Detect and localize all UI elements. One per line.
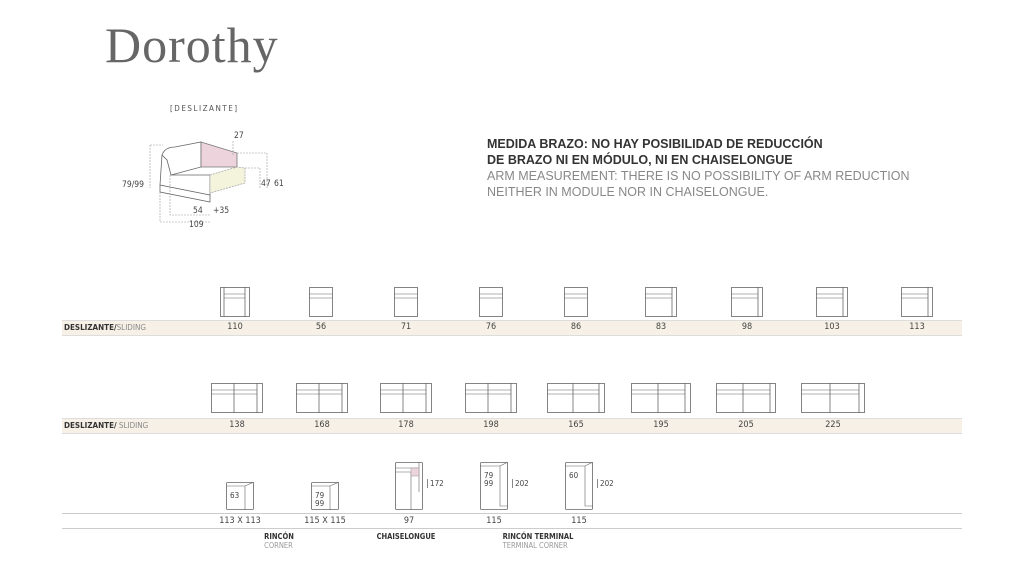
module-width: 103 (824, 322, 840, 332)
sofa-module-icon (631, 383, 691, 413)
module-icon (309, 287, 333, 317)
sofa-module-icon (801, 383, 865, 413)
module-icon (394, 287, 418, 317)
module-width: 98 (741, 322, 753, 332)
dim-arm-height: 61 (274, 179, 284, 189)
caption-terminal-corner: RINCÓN TERMINAL TERMINAL CORNER (502, 532, 574, 550)
module-icon (901, 287, 933, 317)
dim-slide: +35 (213, 206, 229, 216)
module-size: 97 (403, 516, 415, 526)
module-width: 56 (315, 322, 327, 332)
terminal-corner-icon: 60 (565, 462, 593, 510)
length-dim: 172 (427, 479, 444, 488)
row-label: DESLIZANTE/ SLIDING (64, 421, 149, 430)
module-icon (816, 287, 848, 317)
note-en-1: ARM MEASUREMENT: THERE IS NO POSSIBILITY… (487, 169, 910, 183)
caption-chaiselongue: CHAISELONGUE (376, 532, 436, 541)
module-size: 115 (571, 516, 587, 526)
module-size: 115 (486, 516, 502, 526)
module-width: 198 (483, 420, 499, 430)
module-diagram: 27 79/99 47 61 54 +35 109 (122, 131, 284, 230)
dim-seat: 47 (261, 179, 271, 189)
divider (62, 513, 962, 514)
note-es-2: DE BRAZO NI EN MÓDULO, NI EN CHAISELONGU… (487, 153, 793, 167)
inner-dim: 60 (569, 471, 579, 480)
module-width: 178 (398, 420, 414, 430)
inner-dim: 99 (484, 479, 494, 488)
module-label: [DESLIZANTE] (170, 104, 239, 113)
module-width: 83 (655, 322, 667, 332)
arm-note: MEDIDA BRAZO: NO HAY POSIBILIDAD DE REDU… (487, 136, 910, 200)
module-width: 113 (909, 322, 925, 332)
module-width: 195 (653, 420, 669, 430)
module-width: 71 (400, 322, 412, 332)
module-width: 168 (314, 420, 330, 430)
corner-icon: 63 (226, 482, 254, 510)
sofa-module-icon (716, 383, 776, 413)
sofa-module-icon (211, 383, 263, 413)
module-size: 115 X 115 (304, 516, 346, 526)
module-width: 86 (570, 322, 582, 332)
sofa-module-icon (465, 383, 517, 413)
dim-depth: 54 (193, 206, 203, 216)
module-width: 76 (485, 322, 497, 332)
inner-dim: 79 (484, 471, 494, 480)
inner-dim: 79 (315, 491, 325, 500)
note-en-2: NEITHER IN MODULE NOR IN CHAISELONGUE. (487, 185, 769, 199)
length-dim: 202 (512, 479, 529, 488)
module-width: 225 (825, 420, 841, 430)
module-width: 165 (568, 420, 584, 430)
row-label: DESLIZANTE/SLIDING (64, 323, 146, 332)
dim-total-depth: 109 (189, 220, 204, 230)
length-dim: 202 (597, 479, 614, 488)
row-sliding-1: DESLIZANTE/SLIDING 110 56 71 76 86 83 98 103 113 (62, 320, 962, 336)
inner-dim: 63 (230, 491, 239, 500)
page-title: Dorothy (105, 17, 279, 73)
dim-height: 79/99 (122, 180, 144, 190)
module-icon (645, 287, 677, 317)
module-icon (731, 287, 763, 317)
sofa-module-icon (296, 383, 348, 413)
row-sliding-2: DESLIZANTE/ SLIDING 138 168 178 198 165 195 20… (62, 418, 962, 434)
caption-corner: RINCÓN CORNER (264, 532, 294, 550)
module-icon (564, 287, 588, 317)
module-width: 138 (229, 420, 245, 430)
module-width: 205 (738, 420, 754, 430)
inner-dim: 99 (315, 499, 325, 508)
dim-arm: 27 (234, 131, 244, 141)
module-size: 113 X 113 (219, 516, 261, 526)
module-icon (220, 287, 250, 317)
module-icon (479, 287, 503, 317)
divider (62, 528, 962, 529)
module-width: 110 (227, 322, 243, 332)
note-es-1: MEDIDA BRAZO: NO HAY POSIBILIDAD DE REDU… (487, 137, 823, 151)
chaiselongue-icon (395, 462, 423, 510)
sofa-module-icon (380, 383, 432, 413)
sofa-module-icon (547, 383, 605, 413)
